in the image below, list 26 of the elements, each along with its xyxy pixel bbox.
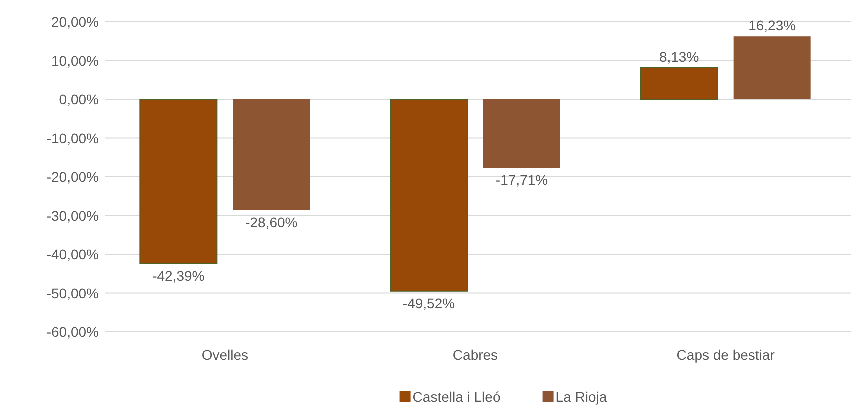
- legend-label: Castella i Lleó: [412, 389, 501, 405]
- y-tick-label: -30,00%: [46, 208, 99, 224]
- data-label: -28,60%: [246, 214, 298, 230]
- bar: [140, 99, 218, 264]
- x-tick-label: Ovelles: [202, 347, 249, 363]
- legend-label: La Rioja: [556, 389, 608, 405]
- bar: [484, 100, 560, 168]
- data-label: 8,13%: [659, 48, 700, 65]
- data-label: -42,39%: [152, 268, 205, 284]
- x-tick-label: Cabres: [452, 347, 498, 363]
- y-tick-label: 10,00%: [52, 52, 99, 69]
- bar: [390, 99, 468, 292]
- y-tick-label: -20,00%: [46, 169, 99, 185]
- data-label: -49,52%: [402, 295, 456, 312]
- bar: [233, 100, 310, 210]
- bar: [640, 67, 718, 100]
- data-label: 16,23%: [748, 18, 796, 34]
- y-tick-label: -40,00%: [46, 246, 99, 262]
- x-tick-label: Caps de bestiar: [676, 347, 776, 363]
- y-tick-label: -10,00%: [46, 130, 99, 146]
- y-tick-label: -60,00%: [46, 324, 99, 340]
- y-tick-label: 0,00%: [59, 92, 99, 108]
- y-tick-label: -50,00%: [46, 285, 99, 302]
- bar: [734, 36, 811, 100]
- data-label: -17,71%: [496, 172, 548, 188]
- y-tick-label: 20,00%: [52, 14, 99, 30]
